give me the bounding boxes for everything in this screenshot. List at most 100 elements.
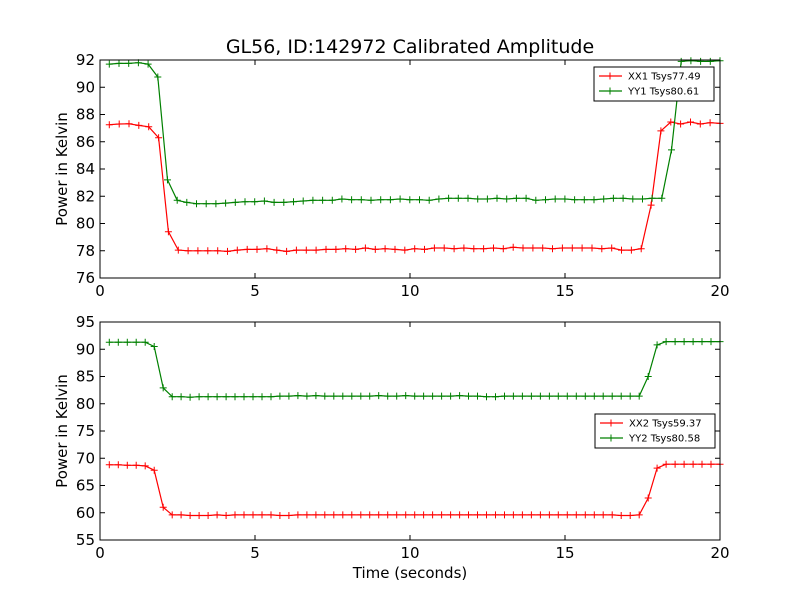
data-point-marker <box>312 511 320 519</box>
data-point-marker <box>303 511 311 519</box>
data-point-marker <box>639 195 646 203</box>
data-point-marker <box>357 392 365 400</box>
data-point-marker <box>590 511 598 519</box>
y-tick-label: 65 <box>76 477 95 495</box>
y-tick-label: 78 <box>76 242 95 260</box>
data-point-marker <box>581 511 589 519</box>
data-point-marker <box>357 196 365 204</box>
data-point-marker <box>177 393 185 401</box>
data-point-marker <box>671 460 679 468</box>
data-point-marker <box>204 247 212 255</box>
data-point-marker <box>677 120 685 128</box>
data-point-marker <box>554 511 562 519</box>
y-tick-label: 88 <box>76 106 95 124</box>
data-point-marker <box>361 244 369 252</box>
data-point-marker <box>386 196 394 204</box>
data-point-marker <box>581 392 589 400</box>
x-tick-label: 0 <box>95 544 105 562</box>
data-point-marker <box>114 338 122 346</box>
data-point-marker <box>381 245 389 253</box>
data-point-marker <box>375 511 383 519</box>
data-point-marker <box>290 198 297 206</box>
data-point-marker <box>430 244 438 252</box>
data-point-marker <box>411 245 419 253</box>
data-point-marker <box>454 194 462 202</box>
data-point-marker <box>366 392 374 400</box>
data-point-marker <box>213 393 221 401</box>
data-point-marker <box>366 511 374 519</box>
data-point-marker <box>141 338 149 346</box>
data-point-marker <box>509 243 517 251</box>
data-point-marker <box>393 511 401 519</box>
data-point-marker <box>283 247 291 255</box>
data-point-marker <box>706 119 714 127</box>
data-point-marker <box>522 194 530 202</box>
data-point-marker <box>698 338 706 346</box>
y-tick-label: 80 <box>76 215 95 233</box>
y-tick-label: 75 <box>76 422 95 440</box>
data-point-marker <box>438 511 446 519</box>
data-point-marker <box>549 245 556 253</box>
data-point-marker <box>276 512 284 519</box>
data-point-marker <box>155 134 163 142</box>
data-point-marker <box>249 511 257 519</box>
data-point-marker <box>193 200 200 208</box>
data-point-marker <box>285 512 293 519</box>
legend-label: YY1 Tsys80.61 <box>627 87 699 98</box>
data-point-marker <box>258 393 266 401</box>
data-point-marker <box>653 341 661 349</box>
top-plot: 0 5 10 15 20 76 78 80 82 84 86 88 90 92 Power in Kelvi… <box>53 51 730 300</box>
data-point-marker <box>352 245 360 253</box>
data-point-marker <box>328 196 336 204</box>
data-point-marker <box>532 196 540 204</box>
data-point-marker <box>114 461 122 469</box>
data-point-marker <box>164 176 171 184</box>
y-tick-label: 60 <box>76 504 95 522</box>
data-point-marker <box>435 195 443 203</box>
data-point-marker <box>492 511 499 519</box>
y-tick-label: 76 <box>76 269 95 287</box>
x-tick-label: 10 <box>400 544 419 562</box>
data-point-marker <box>406 196 414 204</box>
data-point-marker <box>527 392 535 400</box>
data-point-marker <box>509 511 517 519</box>
data-point-marker <box>563 392 571 400</box>
data-point-marker <box>590 196 598 204</box>
data-point-marker <box>662 338 670 346</box>
data-point-marker <box>483 195 491 203</box>
data-point-marker <box>425 196 433 204</box>
data-point-marker <box>132 461 140 469</box>
data-point-marker <box>396 195 404 203</box>
data-point-marker <box>644 494 652 502</box>
data-point-marker <box>680 338 688 346</box>
series-line-xx <box>109 121 721 253</box>
legend-box <box>594 413 716 449</box>
data-point-marker <box>490 244 497 252</box>
data-point-marker <box>294 392 302 400</box>
data-point-marker <box>590 392 598 400</box>
data-point-marker <box>529 244 537 252</box>
legend: XX2 Tsys59.37 YY2 Tsys80.58 <box>594 413 716 449</box>
data-point-marker <box>545 511 553 519</box>
data-point-marker <box>251 198 259 206</box>
data-point-marker <box>260 197 268 205</box>
data-point-marker <box>635 392 643 400</box>
data-point-marker <box>499 245 507 253</box>
legend: XX1 Tsys77.49 YY1 Tsys80.61 <box>593 66 715 102</box>
data-point-marker <box>241 198 249 206</box>
series-line-yy <box>109 341 720 398</box>
data-point-marker <box>629 195 637 203</box>
data-point-marker <box>312 392 320 400</box>
figure-title: GL56, ID:142972 Calibrated Amplitude <box>226 36 594 58</box>
data-point-marker <box>154 73 162 81</box>
data-point-marker <box>243 245 251 253</box>
data-point-marker <box>115 120 123 128</box>
data-point-marker <box>105 60 113 68</box>
data-point-marker <box>420 392 428 400</box>
y-tick-label: 86 <box>76 133 95 151</box>
data-point-marker <box>698 460 706 468</box>
data-point-marker <box>391 245 399 253</box>
data-point-marker <box>204 393 212 401</box>
data-point-marker <box>447 511 455 519</box>
x-axis-label: Time (seconds) <box>352 564 468 582</box>
